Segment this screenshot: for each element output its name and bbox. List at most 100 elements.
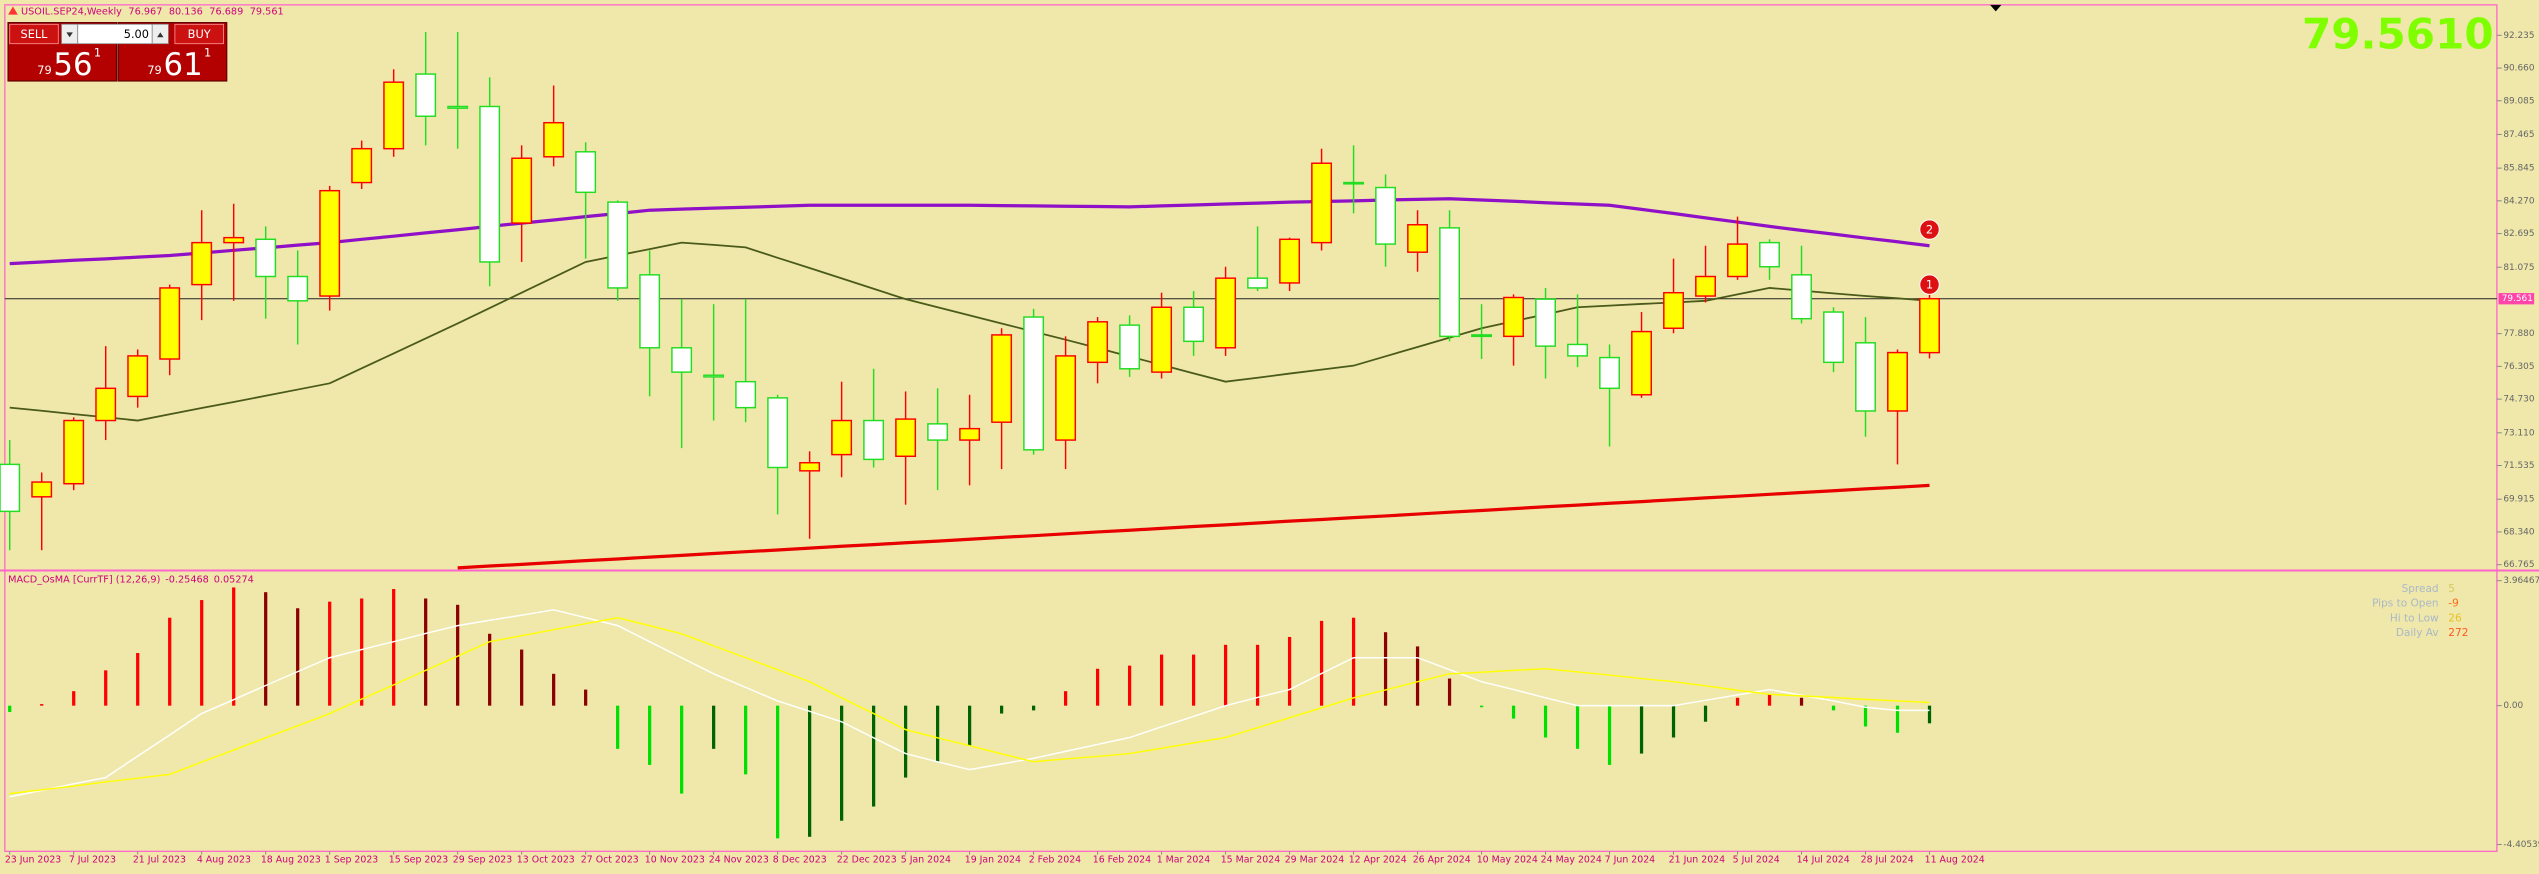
- y-tick-label: 82.695: [2503, 229, 2534, 239]
- candle-body: [1407, 224, 1429, 253]
- histogram-bar: [1127, 665, 1132, 706]
- candle-body: [1247, 277, 1269, 289]
- candle-body: [447, 105, 469, 109]
- moving-average: [9, 241, 1930, 422]
- histogram-bar: [1671, 705, 1676, 738]
- candle-body: [1343, 181, 1365, 185]
- candle-body: [1311, 162, 1333, 244]
- header-value: 76.689: [209, 6, 243, 17]
- histogram-bar: [648, 705, 652, 765]
- histogram-bar: [1831, 705, 1836, 711]
- header-value: 79.561: [250, 6, 284, 17]
- lot-value[interactable]: 5.00: [124, 27, 149, 41]
- candle-body: [1183, 306, 1205, 343]
- histogram-bar: [456, 604, 460, 706]
- x-tick-label: 7 Jun 2024: [1605, 855, 1655, 866]
- info-value: 272: [2448, 627, 2468, 639]
- candle-body: [63, 419, 85, 485]
- x-tick-label: 4 Aug 2023: [197, 855, 251, 866]
- y-tick-label: 87.465: [2503, 130, 2534, 140]
- histogram-bar: [840, 705, 844, 821]
- histogram-bar: [1863, 705, 1868, 727]
- x-tick-label: 11 Aug 2024: [1925, 855, 1985, 866]
- candle-body: [511, 157, 533, 224]
- histogram-bar: [1031, 705, 1036, 711]
- histogram-bar: [1255, 644, 1260, 706]
- info-label: Pips to Open: [2372, 598, 2439, 610]
- candle-body: [1599, 356, 1620, 390]
- candle-body: [895, 418, 917, 458]
- y-tick-label: 90.660: [2503, 64, 2534, 74]
- histogram-bar: [999, 705, 1004, 714]
- candle-body: [1791, 274, 1812, 320]
- lot-down-icon: [66, 32, 73, 38]
- candle-body: [383, 81, 405, 150]
- candle-body: [127, 355, 149, 398]
- candle-body: [1215, 277, 1237, 349]
- histogram-bar: [1511, 705, 1516, 719]
- x-tick-label: 15 Mar 2024: [1221, 855, 1280, 866]
- indicator-value: 0.05274: [214, 574, 254, 585]
- y-tick-label: 74.730: [2503, 395, 2534, 405]
- y-tick-label: 81.075: [2503, 263, 2534, 273]
- histogram-bar: [40, 704, 44, 706]
- histogram-bar: [488, 633, 492, 706]
- buy-label[interactable]: BUY: [188, 27, 211, 41]
- x-tick-label: 24 Nov 2023: [709, 855, 769, 866]
- x-tick-label: 19 Jan 2024: [965, 855, 1021, 866]
- y-tick-label: 92.235: [2503, 31, 2534, 41]
- candle-body: [191, 241, 213, 286]
- x-tick-label: 14 Jul 2024: [1797, 855, 1850, 866]
- histogram-bar: [967, 705, 972, 746]
- indicator-header: MACD_OsMA [CurrTF] (12,26,9) -0.25468 0.05…: [8, 574, 254, 585]
- candle-body: [1439, 227, 1461, 338]
- histogram-bar: [392, 589, 396, 706]
- histogram-bar: [232, 587, 236, 706]
- candle-body: [479, 105, 501, 263]
- header-symbol: USOIL.SEP24,Weekly: [21, 6, 122, 17]
- trade-panel: SELL BUY 5.00 79 56 1 79 61 1: [7, 22, 228, 83]
- y-tick-label: 71.535: [2503, 461, 2534, 471]
- histogram-bar: [1287, 636, 1292, 706]
- histogram-bar: [904, 705, 908, 778]
- candle-body: [1535, 298, 1556, 347]
- histogram-bar: [1383, 632, 1388, 706]
- candle-body: [415, 73, 437, 117]
- y-tick-label: 85.845: [2503, 164, 2534, 174]
- histogram-bar: [104, 670, 108, 706]
- candle-body: [863, 419, 885, 461]
- x-tick-label: 27 Oct 2023: [581, 855, 639, 866]
- info-label: Hi to Low: [2390, 612, 2439, 624]
- candle-body: [671, 347, 693, 373]
- x-tick-label: 26 Apr 2024: [1413, 855, 1471, 866]
- x-tick-label: 28 Jul 2024: [1861, 855, 1914, 866]
- x-tick-label: 15 Sep 2023: [389, 855, 448, 866]
- indicator-title: MACD_OsMA [CurrTF] (12,26,9): [8, 574, 160, 585]
- candle-body: [223, 236, 245, 244]
- y-tick-label: 3.96467: [2503, 576, 2539, 586]
- sell-label[interactable]: SELL: [21, 27, 49, 41]
- shift-marker: [1990, 4, 2002, 12]
- histogram-bar: [1639, 705, 1644, 754]
- histogram-bar: [1895, 705, 1900, 733]
- y-tick-label: 77.880: [2503, 329, 2534, 339]
- info-value: -9: [2448, 598, 2459, 610]
- candle-body: [703, 374, 725, 378]
- histogram-bar: [1351, 617, 1356, 706]
- candle-body: [1695, 275, 1716, 297]
- header-value: 80.136: [169, 6, 203, 17]
- y-tick-label: 66.765: [2503, 560, 2534, 570]
- x-tick-label: 21 Jun 2024: [1669, 855, 1725, 866]
- histogram-bar: [1159, 654, 1164, 706]
- x-tick-label: 5 Jul 2024: [1733, 855, 1780, 866]
- x-tick-label: 10 Nov 2023: [645, 855, 705, 866]
- histogram-bar: [424, 598, 428, 706]
- candle-body: [31, 481, 53, 498]
- histogram-bar: [1607, 705, 1612, 765]
- candle-body: [639, 274, 661, 349]
- x-tick-label: 16 Feb 2024: [1093, 855, 1151, 866]
- info-label: Daily Av: [2396, 627, 2439, 639]
- histogram-bar: [1479, 705, 1484, 708]
